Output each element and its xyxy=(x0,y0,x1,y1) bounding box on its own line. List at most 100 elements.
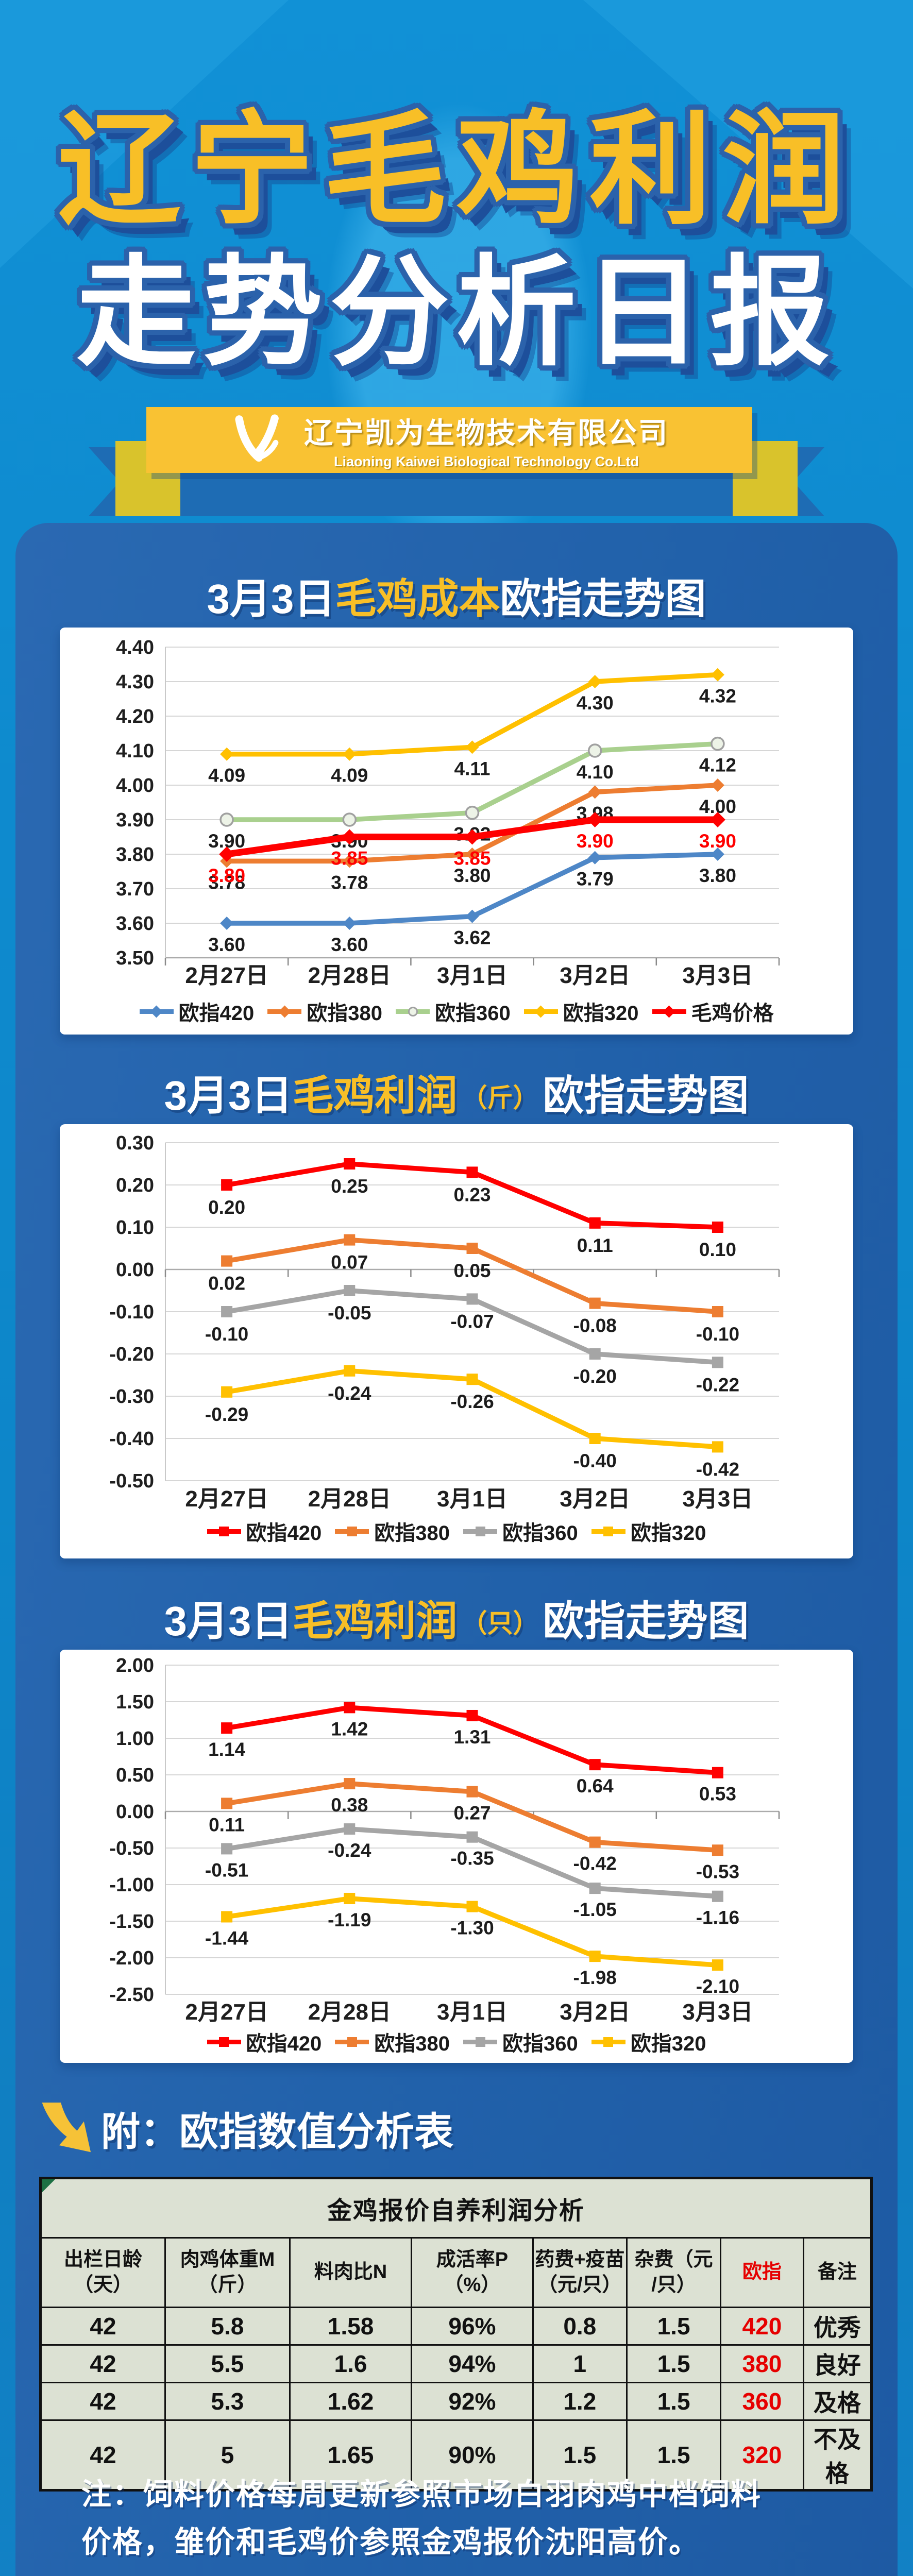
series-欧指380: 0.02 0.07 0.05 -0.08 -0.10 xyxy=(208,1234,739,1345)
series-欧指380: 3.783.783.803.984.00 xyxy=(208,778,736,893)
table-cell: 1.5 xyxy=(625,2419,722,2491)
svg-text:3月3日: 3月3日 xyxy=(682,1486,753,1512)
svg-text:-0.08: -0.08 xyxy=(573,1315,617,1336)
svg-text:1.00: 1.00 xyxy=(116,1728,154,1750)
series-欧指320: 4.09 4.09 4.11 4.30 4.32 xyxy=(208,668,736,786)
table-row: 42 5 1.65 90% 1.5 1.5 320 不及格 xyxy=(40,2419,873,2491)
series-欧指420: 3.60 3.60 3.62 3.79 3.80 xyxy=(208,848,736,955)
svg-text:0.02: 0.02 xyxy=(208,1273,245,1294)
table-header-cell: 肉鸡体重M （斤） xyxy=(164,2237,291,2308)
svg-text:-1.98: -1.98 xyxy=(573,1967,617,1988)
table-cell: 1.2 xyxy=(532,2382,628,2421)
svg-text:3月1日: 3月1日 xyxy=(437,1999,508,2025)
legend-line xyxy=(335,1526,369,1536)
svg-text:3.85: 3.85 xyxy=(331,848,368,869)
svg-text:-0.22: -0.22 xyxy=(696,1374,739,1395)
table-cell: 良好 xyxy=(802,2344,873,2383)
svg-text:1.50: 1.50 xyxy=(116,1691,154,1713)
table-header-cell: 料肉比N xyxy=(289,2237,413,2308)
legend-marker-square xyxy=(603,1526,614,1536)
svg-text:0.10: 0.10 xyxy=(699,1239,736,1260)
legend-item-欧指380: 欧指380 xyxy=(335,2027,450,2057)
legend-line xyxy=(335,2037,369,2047)
svg-text:0.20: 0.20 xyxy=(116,1175,154,1196)
table-cell: 90% xyxy=(411,2419,534,2491)
section-title-profit-jin: 3月3日毛鸡利润 （斤） 欧指走势图 xyxy=(0,1073,913,1119)
svg-text:3.60: 3.60 xyxy=(331,934,368,955)
legend-line xyxy=(139,1005,174,1018)
svg-text:3.80: 3.80 xyxy=(208,865,245,886)
legend-label: 毛鸡价格 xyxy=(691,1002,774,1025)
legend-marker-square xyxy=(603,2037,614,2047)
legend-line xyxy=(463,2037,497,2047)
section-title-unit: （只） xyxy=(461,1609,539,1638)
svg-text:1.31: 1.31 xyxy=(453,1726,491,1748)
table-cell: 0.8 xyxy=(532,2307,628,2346)
table-cell: 96% xyxy=(411,2307,534,2346)
table-cell: 5.8 xyxy=(164,2307,291,2346)
section-title-date: 3月3日 xyxy=(207,576,335,622)
svg-text:3.79: 3.79 xyxy=(577,869,614,890)
series-欧指420: 1.14 1.42 1.31 0.64 0.53 xyxy=(208,1702,736,1805)
table-cell: 1.58 xyxy=(289,2307,413,2346)
profit-jin-chart: 0.30 0.20 0.10 0.00 -0.10 -0.20 -0.30 -0.40 -0.5… xyxy=(109,1132,780,1512)
svg-text:3.80: 3.80 xyxy=(699,865,736,886)
series-欧指360: -0.51 -0.24 -0.35 -1.05 -1.16 xyxy=(205,1823,739,1928)
svg-text:4.00: 4.00 xyxy=(116,775,154,796)
table-cell: 42 xyxy=(40,2382,166,2421)
legend-label: 欧指420 xyxy=(246,2032,322,2055)
table-header-cell: 备注 xyxy=(802,2237,873,2308)
svg-text:2月27日: 2月27日 xyxy=(185,1486,268,1512)
svg-text:0.27: 0.27 xyxy=(453,1803,491,1824)
svg-text:-0.50: -0.50 xyxy=(109,1470,154,1492)
svg-text:2月28日: 2月28日 xyxy=(308,1999,391,2025)
table-header-cell: 欧指 xyxy=(720,2237,804,2308)
svg-text:-0.10: -0.10 xyxy=(696,1324,739,1345)
legend-item-毛鸡价格: 毛鸡价格 xyxy=(652,996,774,1026)
svg-text:-1.16: -1.16 xyxy=(696,1907,739,1928)
legend-label: 欧指420 xyxy=(246,1522,322,1545)
svg-text:0.64: 0.64 xyxy=(577,1775,614,1797)
svg-text:-2.00: -2.00 xyxy=(109,1947,154,1969)
svg-text:-0.42: -0.42 xyxy=(573,1853,617,1874)
svg-text:-0.20: -0.20 xyxy=(109,1344,154,1365)
svg-text:4.09: 4.09 xyxy=(331,765,368,786)
svg-text:3.50: 3.50 xyxy=(116,947,154,969)
legend-marker-square xyxy=(475,1526,485,1536)
section-title-unit: （斤） xyxy=(461,1083,539,1112)
table-cell: 1.5 xyxy=(625,2344,722,2383)
company-name-cn: 辽宁凯为生物技术有限公司 xyxy=(304,417,669,449)
series-欧指420: 0.20 0.25 0.23 0.11 0.10 xyxy=(208,1158,736,1260)
svg-text:3.80: 3.80 xyxy=(116,844,154,866)
section-title-profit-bird: 3月3日毛鸡利润 （只） 欧指走势图 xyxy=(0,1598,913,1645)
series-欧指380: 0.11 0.38 0.27 -0.42 -0.53 xyxy=(209,1778,739,1882)
svg-text:-0.42: -0.42 xyxy=(696,1459,739,1480)
svg-text:-1.50: -1.50 xyxy=(109,1911,154,1933)
table-cell: 320 xyxy=(720,2419,804,2491)
svg-text:3.62: 3.62 xyxy=(453,927,491,948)
legend-line xyxy=(396,1006,430,1016)
section-title-highlight: 毛鸡利润 xyxy=(292,1073,458,1118)
note-line-1: 注：饲料价格每周更新参照市场白羽肉鸡中档饲料 xyxy=(81,2478,762,2511)
svg-text:-1.05: -1.05 xyxy=(573,1899,617,1920)
svg-text:-0.10: -0.10 xyxy=(109,1301,154,1323)
legend-item-欧指380: 欧指380 xyxy=(267,996,382,1026)
table-row: 42 5.5 1.6 94% 1 1.5 380 良好 xyxy=(40,2344,873,2383)
cost-chart-legend: 欧指420 欧指380 欧指360 欧指320 毛鸡价格 xyxy=(60,996,853,1026)
table-cell: 1.5 xyxy=(532,2419,628,2491)
legend-item-欧指320: 欧指320 xyxy=(591,1516,706,1546)
svg-text:-0.51: -0.51 xyxy=(205,1859,248,1880)
legend-label: 欧指380 xyxy=(374,2032,450,2055)
svg-text:-0.26: -0.26 xyxy=(450,1391,494,1412)
table-cell: 5 xyxy=(164,2419,291,2491)
legend-marker-diamond xyxy=(663,1005,675,1018)
svg-text:2月28日: 2月28日 xyxy=(308,963,391,988)
legend-label: 欧指320 xyxy=(563,1002,639,1025)
svg-text:3.80: 3.80 xyxy=(453,865,491,886)
svg-text:4.12: 4.12 xyxy=(699,755,736,776)
table-header-cell: 药费+疫苗 （元/只） xyxy=(532,2237,628,2308)
table-cell: 优秀 xyxy=(802,2307,873,2346)
svg-text:0.11: 0.11 xyxy=(209,1814,245,1835)
legend-line xyxy=(463,1526,497,1536)
